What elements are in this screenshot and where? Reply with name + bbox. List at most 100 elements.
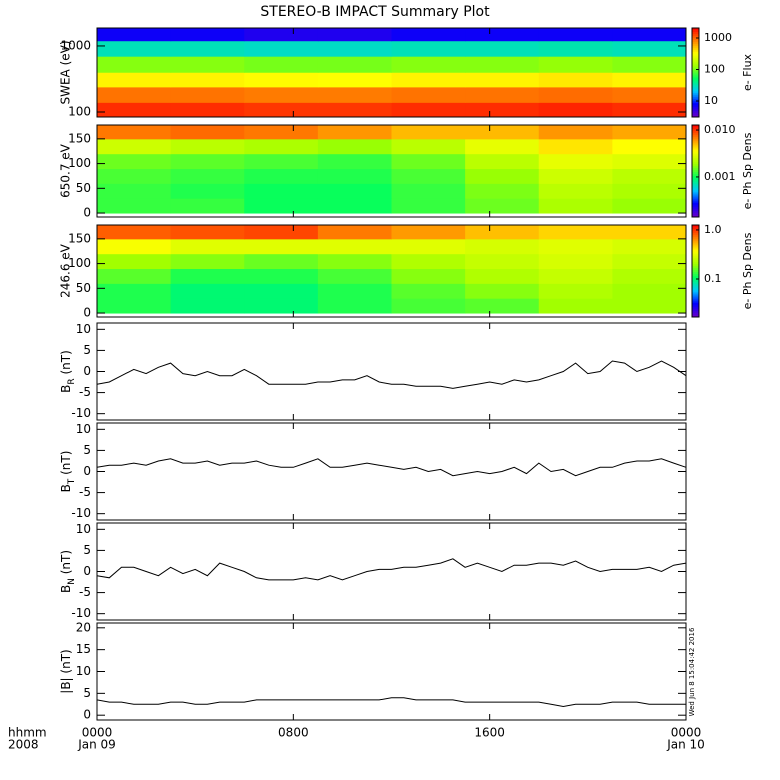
heatmap-cell [538,298,613,314]
heatmap-cell [465,168,540,184]
heatmap-cell [391,238,466,255]
colorbar-frame [691,224,700,318]
y-axis-label: BN (nT) [59,550,77,593]
colorbar-swatch [692,29,699,33]
y-tick-label: -10 [71,506,91,520]
colorbar-swatch [692,91,699,94]
colorbar-swatch [692,67,699,71]
heatmap-cell [391,283,466,299]
heatmap-cell [391,198,466,214]
y-axis-label: BT (nT) [59,451,77,493]
heatmap-cell [317,253,392,270]
heatmap-cell [170,40,245,57]
y-tick-label: 150 [68,231,91,245]
heatmap-cell [317,40,392,57]
colorbar-swatch [692,184,699,187]
heatmap-cell [465,56,540,73]
heatmap-cell [97,168,172,184]
panel-frame [96,622,687,721]
colorbar-swatch [692,113,699,116]
colorbar-swatch [692,263,699,267]
colorbar-swatch [692,227,699,230]
colorbar-swatch [692,137,699,140]
colorbar-swatch [692,43,699,47]
colorbar-label: e- Ph Sp Dens [741,132,754,209]
colorbar-swatch [692,103,699,106]
y-tick-label: 5 [83,443,91,457]
colorbar-swatch [692,87,699,90]
heatmap-cell [391,56,466,73]
colorbar-tick-label: 0.001 [704,170,736,183]
colorbar-swatch [692,243,699,246]
heatmap-cell [317,138,392,155]
colorbar-swatch [692,85,699,88]
colorbar-swatch [692,143,699,146]
colorbar-frame [691,27,700,118]
heatmap-cell [170,86,245,103]
heatmap-cell [170,253,245,270]
y-tick-label: 0 [83,708,91,722]
y-label-sub: N [67,578,77,585]
x-date-label: Jan 10 [666,738,705,752]
colorbar-swatch [692,253,699,257]
heatmap-cell [244,168,319,184]
heatmap-cell [391,168,466,184]
heatmap-cell [170,138,245,155]
colorbar-swatch [692,284,699,287]
colorbar-swatch [692,231,699,234]
heatmap-cell [538,225,613,240]
heatmap-cell [317,268,392,284]
colorbar-swatch [692,161,699,165]
heatmap-cell [612,283,687,299]
heatmap-cell [538,40,613,57]
colorbar-swatch [692,125,699,128]
heatmap-cell [170,72,245,88]
heatmap-cell [170,198,245,214]
heatmap-cell [317,28,392,42]
y-label-unit: (nT) [59,550,73,578]
y-axis-label: 246.6 eV [59,243,73,298]
colorbar-swatch [692,200,699,204]
y-tick-label: 5 [83,343,91,357]
colorbar-swatch [692,298,699,302]
heatmap-cell [612,138,687,155]
heatmap-cell [612,102,687,118]
y-tick-label: 0 [83,306,91,320]
heatmap-cell [391,153,466,170]
colorbar-swatch [692,131,699,134]
heatmap-cell [391,86,466,103]
colorbar-label: e- Ph Sp Dens [741,232,754,309]
heatmap-cell [170,168,245,184]
colorbar-swatch [692,294,699,298]
y-tick-label: 20 [76,620,91,634]
heatmap-cell [317,225,392,240]
heatmap-cell [465,138,540,155]
heatmap-cell [317,102,392,118]
colorbar-swatch [692,101,699,104]
colorbar-swatch [692,206,699,210]
heatmap-cell [538,86,613,103]
heatmap-cell [170,183,245,199]
y-tick-label: 1000 [60,38,91,52]
panel-frame [96,224,687,318]
colorbar-swatch [692,300,699,304]
heatmap-cell [538,253,613,270]
colorbar-swatch [692,167,699,171]
x-axis-label: 2008 [8,738,39,752]
heatmap-cell [317,183,392,199]
x-tick-label: 0000 [671,726,702,740]
colorbar-swatch [692,225,699,228]
heatmap-cell [538,28,613,42]
colorbar-swatch [692,139,699,142]
heatmap-cell [391,225,466,240]
heatmap-cell [391,138,466,155]
heatmap-cell [244,298,319,314]
colorbar-swatch [692,159,699,163]
heatmap-cell [391,28,466,42]
colorbar-swatch [692,276,699,279]
colorbar-swatch [692,314,699,318]
data-line [96,360,687,389]
y-axis-label: BR (nT) [59,350,77,393]
heatmap-cell [317,153,392,170]
colorbar-swatch [692,75,699,78]
